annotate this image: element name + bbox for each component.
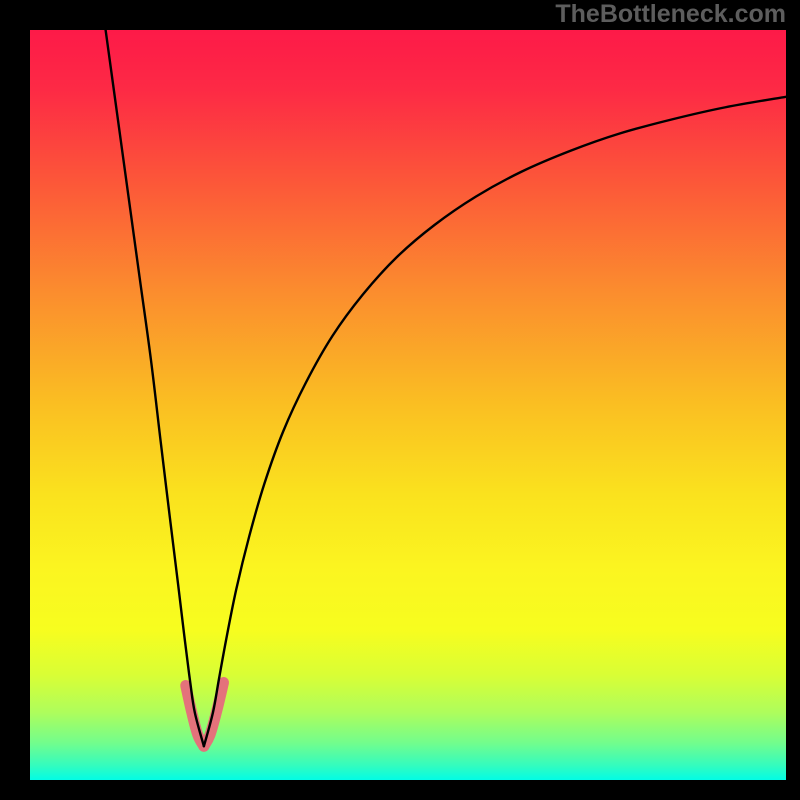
- watermark-text: TheBottleneck.com: [555, 0, 786, 29]
- curve-right-branch: [204, 97, 786, 747]
- curve-left-branch: [106, 30, 204, 746]
- plot-area: [30, 30, 786, 780]
- curve-layer: [30, 30, 786, 780]
